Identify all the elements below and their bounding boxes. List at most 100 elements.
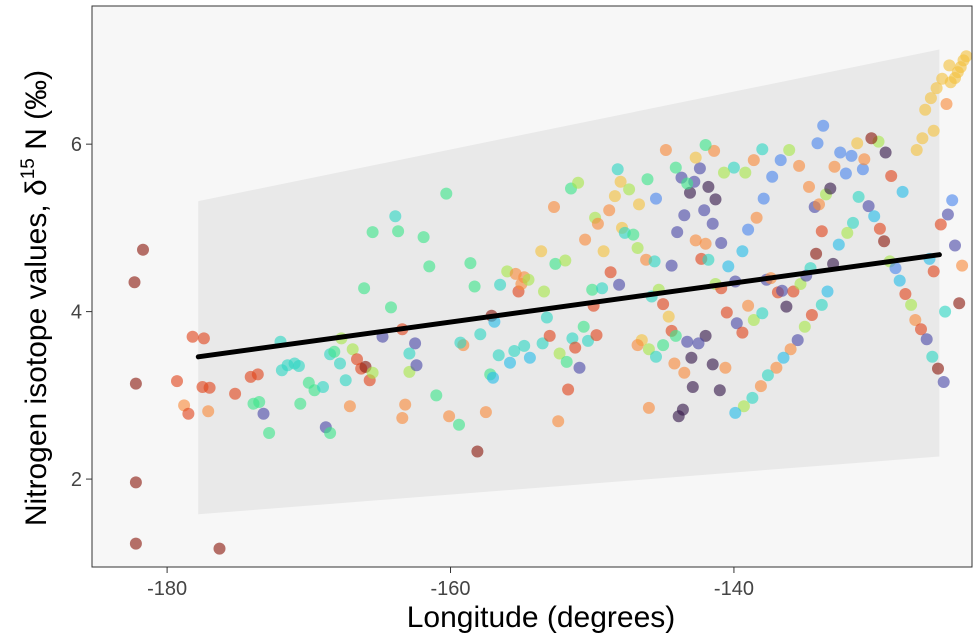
- data-point: [943, 59, 956, 72]
- data-point: [756, 143, 769, 156]
- data-point: [770, 361, 783, 374]
- data-point: [403, 347, 416, 360]
- data-point: [672, 410, 685, 423]
- y-tick-label: 2: [71, 469, 82, 491]
- data-point: [453, 418, 465, 431]
- data-point: [171, 375, 183, 388]
- data-point: [915, 323, 927, 336]
- data-point: [810, 247, 823, 260]
- data-point: [540, 311, 553, 324]
- data-point: [706, 358, 719, 371]
- data-point: [399, 398, 412, 411]
- data-point: [699, 237, 712, 250]
- data-point: [562, 383, 575, 396]
- data-point: [824, 182, 837, 195]
- data-point: [202, 405, 215, 418]
- data-point: [474, 328, 487, 341]
- data-point: [569, 341, 582, 354]
- data-point: [685, 351, 698, 364]
- data-point: [737, 400, 750, 413]
- data-point: [684, 186, 696, 199]
- data-point: [182, 407, 195, 420]
- data-point: [839, 167, 852, 180]
- data-point: [263, 427, 276, 439]
- x-axis: -180 -160 -140: [147, 567, 754, 600]
- data-point: [927, 124, 940, 137]
- data-point: [896, 185, 909, 198]
- data-point: [927, 265, 940, 278]
- data-point: [650, 192, 662, 205]
- data-point: [454, 336, 467, 349]
- data-point: [852, 190, 865, 203]
- data-point: [885, 170, 898, 182]
- data-point: [783, 144, 796, 156]
- data-point: [597, 245, 610, 258]
- data-point: [946, 194, 959, 207]
- y-axis-title-suffix: N (‰): [20, 70, 53, 158]
- data-point: [720, 306, 733, 319]
- x-tick-label: -180: [147, 578, 187, 600]
- data-point: [603, 204, 616, 217]
- data-point: [692, 337, 705, 350]
- data-point: [659, 144, 672, 156]
- data-point: [736, 245, 749, 258]
- data-point: [642, 401, 655, 414]
- data-point: [623, 183, 636, 196]
- data-point: [631, 339, 644, 352]
- data-point: [642, 343, 655, 356]
- data-point: [729, 406, 742, 419]
- data-point: [784, 343, 797, 356]
- data-point: [879, 146, 892, 159]
- data-point: [213, 542, 226, 555]
- data-point: [862, 200, 875, 213]
- data-point: [579, 233, 592, 246]
- data-point: [343, 400, 356, 413]
- data-point: [750, 211, 763, 224]
- data-point: [937, 376, 950, 388]
- data-point: [358, 282, 371, 295]
- data-point: [669, 161, 682, 174]
- data-point: [834, 146, 847, 159]
- data-point: [856, 163, 869, 176]
- data-point: [334, 357, 346, 370]
- y-tick-label: 6: [71, 134, 82, 156]
- data-point: [873, 222, 886, 235]
- data-point: [247, 397, 260, 410]
- data-point: [543, 329, 556, 342]
- data-point: [916, 132, 929, 145]
- data-point: [713, 384, 726, 397]
- data-point: [650, 350, 662, 363]
- data-point: [757, 192, 770, 205]
- data-point: [440, 187, 453, 200]
- data-point: [780, 300, 793, 313]
- data-point: [828, 160, 841, 173]
- data-point: [257, 407, 270, 420]
- data-point: [774, 154, 787, 167]
- data-point: [251, 368, 264, 381]
- data-point: [681, 335, 694, 348]
- data-point: [722, 260, 735, 273]
- y-axis-title-superscript: 15: [18, 158, 39, 179]
- data-point: [389, 210, 402, 223]
- x-axis-title: Longitude (degrees): [407, 601, 676, 634]
- data-point: [668, 357, 681, 370]
- data-point: [339, 374, 352, 387]
- data-point: [905, 298, 918, 311]
- data-points: [128, 50, 973, 555]
- y-axis-title: Nitrogen isotope values, δ15 N (‰): [18, 70, 53, 526]
- data-point: [949, 239, 961, 252]
- data-point: [920, 333, 933, 346]
- plot-border: [91, 5, 973, 568]
- data-point: [924, 92, 937, 105]
- data-point: [560, 355, 573, 368]
- data-point: [858, 153, 871, 166]
- data-point: [464, 257, 477, 270]
- data-point: [614, 175, 627, 188]
- data-point: [678, 209, 691, 222]
- data-point: [841, 226, 854, 239]
- data-point: [889, 262, 902, 275]
- data-point: [385, 301, 397, 314]
- data-point: [128, 276, 141, 289]
- data-point: [662, 310, 675, 323]
- data-point: [960, 50, 973, 63]
